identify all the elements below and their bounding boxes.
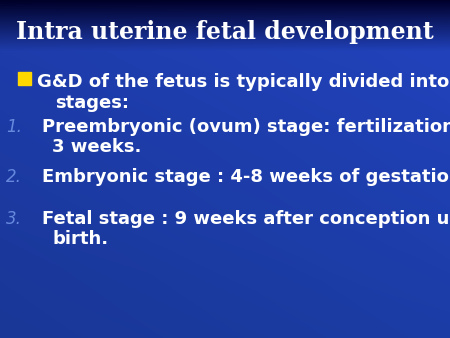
Text: Preembryonic (ovum) stage: fertilization to 2-: Preembryonic (ovum) stage: fertilization… xyxy=(42,118,450,136)
Text: Embryonic stage : 4-8 weeks of gestation.: Embryonic stage : 4-8 weeks of gestation… xyxy=(42,168,450,186)
Text: Intra uterine fetal development: Intra uterine fetal development xyxy=(16,20,434,44)
Text: 3 weeks.: 3 weeks. xyxy=(52,138,141,156)
Text: stages:: stages: xyxy=(55,94,129,112)
Text: G&D of the fetus is typically divided into 3: G&D of the fetus is typically divided in… xyxy=(37,73,450,91)
Text: 1.: 1. xyxy=(6,118,22,136)
Text: 3.: 3. xyxy=(6,210,22,228)
Text: birth.: birth. xyxy=(52,230,108,248)
Text: Fetal stage : 9 weeks after conception until: Fetal stage : 9 weeks after conception u… xyxy=(42,210,450,228)
Bar xyxy=(18,72,31,85)
Text: 2.: 2. xyxy=(6,168,22,186)
